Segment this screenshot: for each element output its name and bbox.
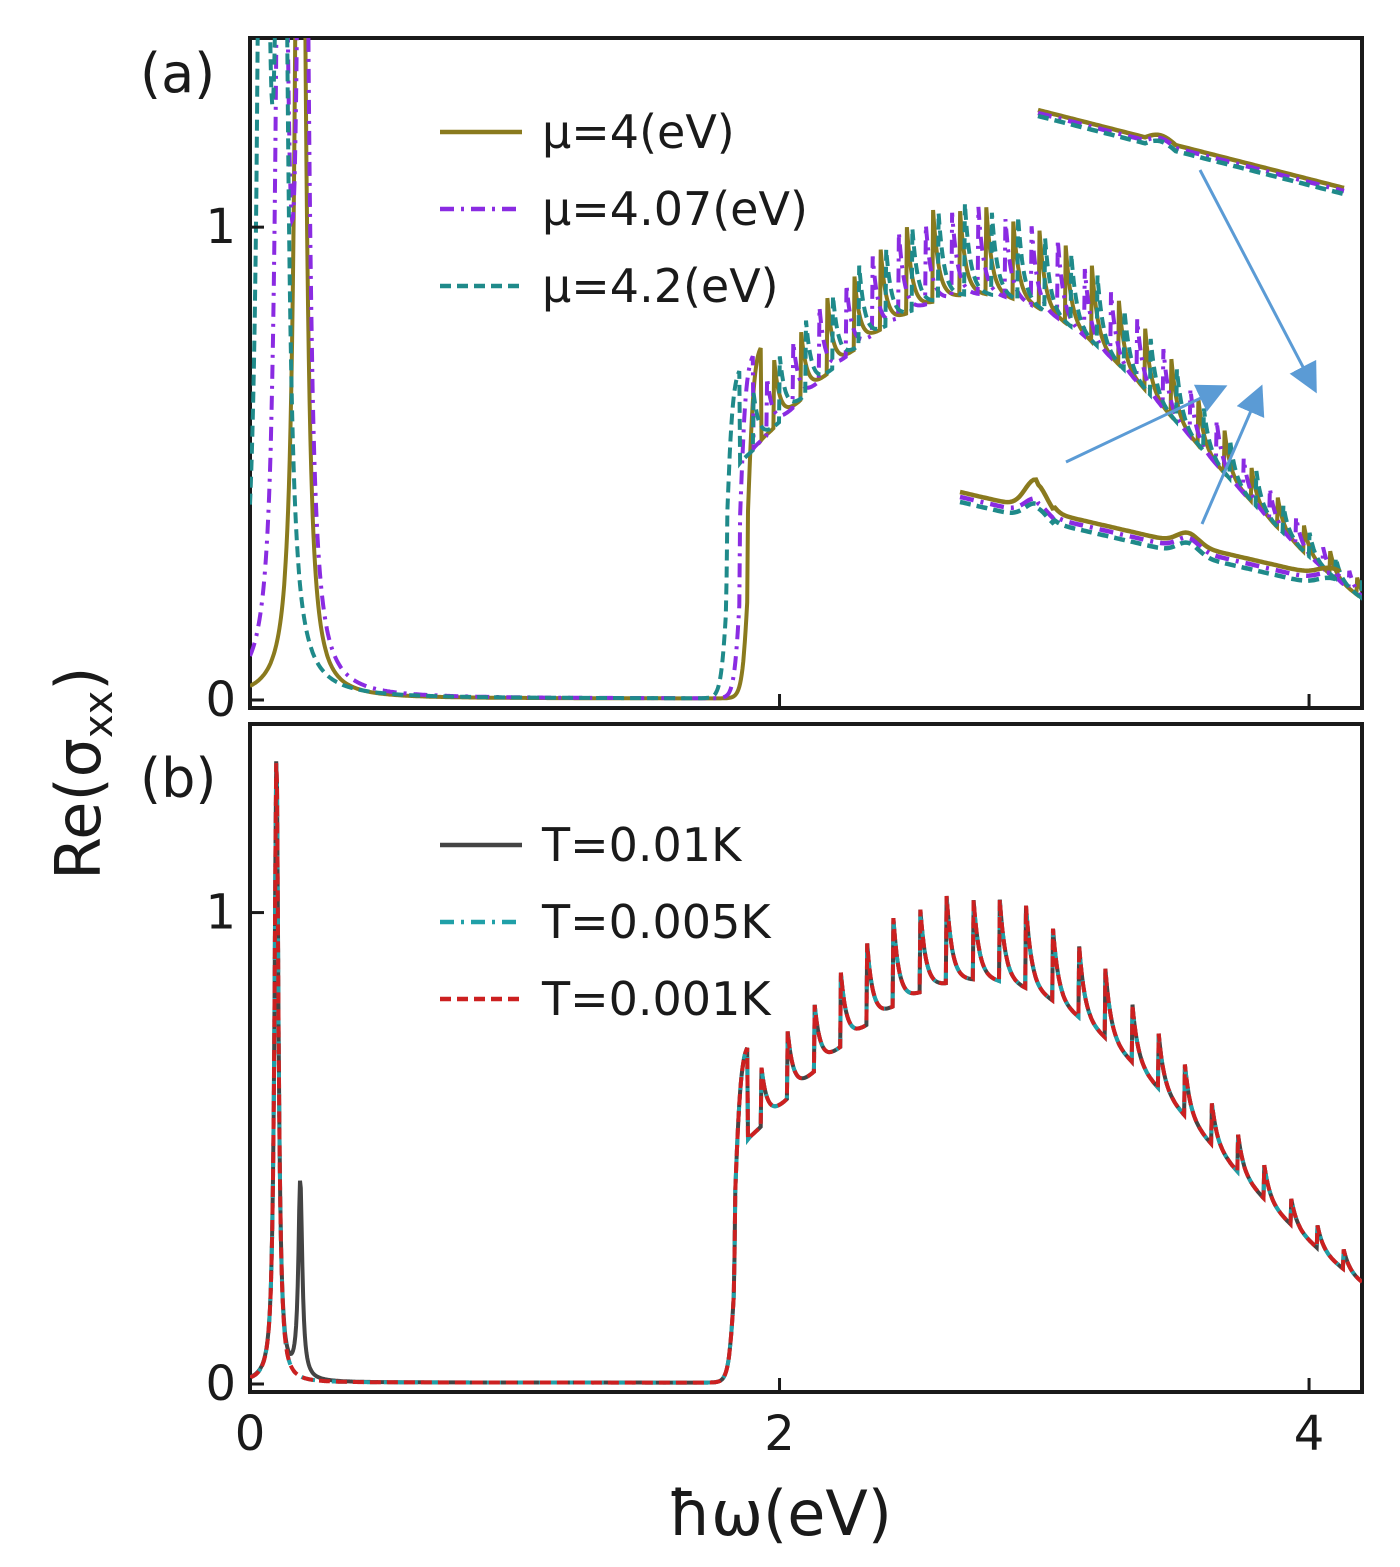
y-axis-title-main: Re(σ	[42, 738, 115, 880]
inset-bottom-line	[959, 494, 1342, 579]
inset-top-line	[1037, 110, 1345, 194]
inset-bottom-line	[959, 499, 1342, 584]
panel-a: 01 μ=4(eV)μ=4.07(eV)μ=4.2(eV) (a)	[140, 36, 1364, 728]
series-line-2	[250, 763, 1362, 1385]
legend-label: μ=4.07(eV)	[542, 182, 808, 236]
panel-a-ticks: 01	[205, 199, 1311, 728]
y-tick-label: 1	[205, 199, 236, 255]
series-line-0	[250, 761, 1362, 1385]
inset-arrow	[1065, 384, 1228, 464]
inset-arrow	[1198, 169, 1317, 394]
panel-b-frame	[248, 722, 1364, 1394]
panel-a-insets	[959, 107, 1345, 584]
y-tick-label: 0	[205, 1356, 236, 1412]
panel-a-legend: μ=4(eV) μ=4.07(eV) μ=4.2(eV)	[440, 105, 808, 313]
panel-b-legend: T=0.01K T=0.005K T=0.001K	[440, 818, 772, 1026]
panel-a-curves	[250, 38, 1362, 701]
inset-top-line	[1037, 107, 1345, 191]
legend-label: T=0.005K	[541, 895, 772, 949]
y-axis-title-close: )	[42, 667, 115, 691]
panel-a-frame	[248, 36, 1364, 710]
series-line-1	[250, 763, 1362, 1385]
y-tick-label: 1	[205, 885, 236, 941]
inset-top-line	[1037, 113, 1345, 197]
series-line-2	[250, 38, 1362, 701]
x-tick-label: 0	[235, 1406, 266, 1462]
x-tick-label: 2	[764, 1406, 795, 1462]
panel-b-ticks: 0 2 4 0 1	[205, 885, 1324, 1462]
y-axis-title-subscript: xx	[76, 691, 122, 738]
x-tick-label: 4	[1294, 1406, 1325, 1462]
inset-bottom-line	[959, 477, 1342, 574]
legend-label: μ=4.2(eV)	[542, 259, 779, 313]
y-tick-label: 0	[205, 672, 236, 728]
legend-label: μ=4(eV)	[542, 105, 735, 159]
legend-label: T=0.01K	[541, 818, 743, 872]
y-axis-title: Re(σxx)	[42, 667, 122, 880]
panel-b-label: (b)	[140, 747, 216, 810]
legend-label: T=0.001K	[541, 972, 772, 1026]
inset-arrow	[1200, 384, 1265, 525]
panel-b-curves	[250, 761, 1362, 1385]
x-axis-title: ħω(eV)	[668, 1477, 892, 1550]
panel-a-label: (a)	[140, 42, 215, 105]
panel-b: 0 2 4 0 1 T=0.01K T=0.005K T=0.001K (b)	[140, 722, 1364, 1462]
